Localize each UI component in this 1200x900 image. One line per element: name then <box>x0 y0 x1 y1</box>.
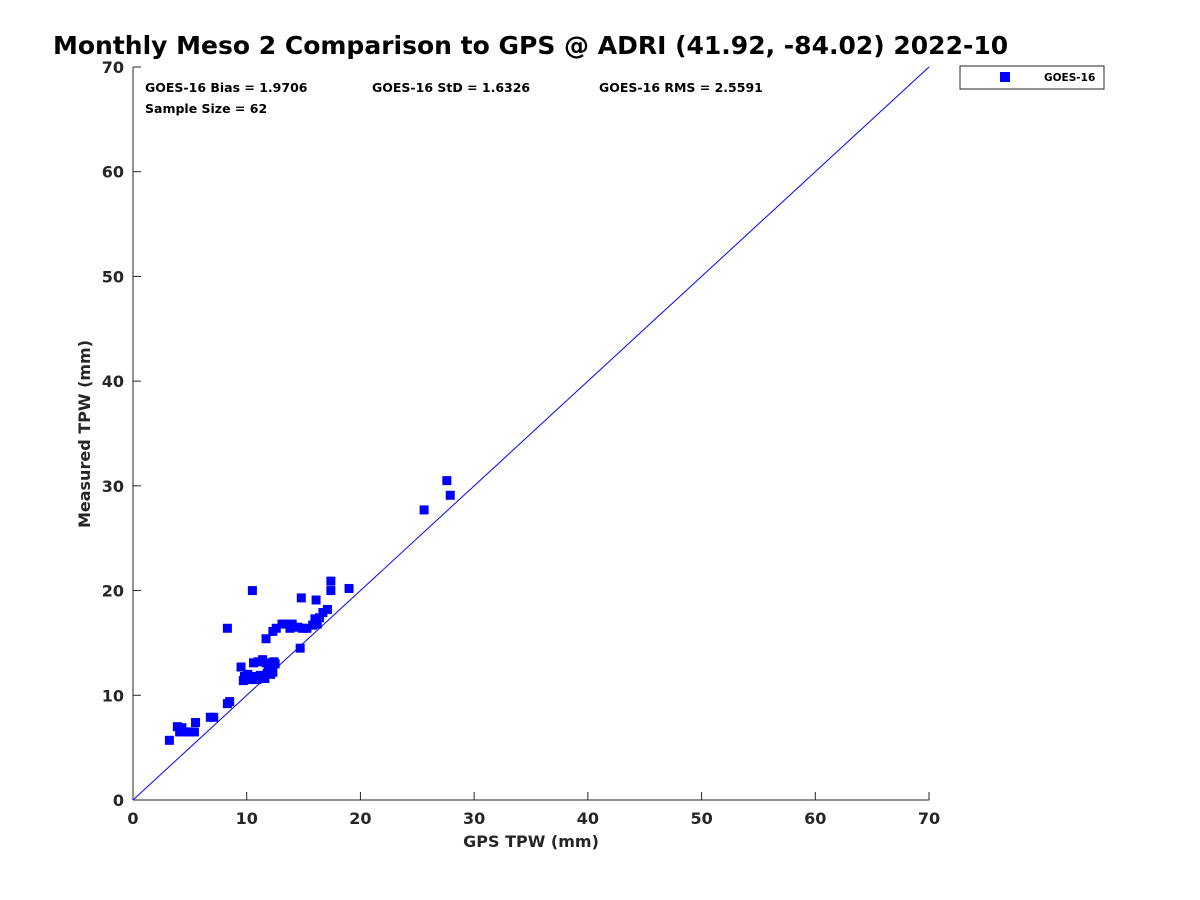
data-point <box>164 735 174 745</box>
data-point <box>293 622 303 632</box>
data-points <box>164 476 455 745</box>
data-point <box>419 505 429 515</box>
data-point <box>442 476 452 486</box>
data-point <box>308 620 318 630</box>
data-point <box>302 623 312 633</box>
data-point <box>260 674 270 684</box>
legend-marker <box>1000 72 1010 82</box>
data-point <box>287 619 297 629</box>
data-point <box>312 619 322 629</box>
data-point <box>268 667 278 677</box>
y-tick-label: 0 <box>113 791 124 810</box>
bias-stat: GOES-16 Bias = 1.9706 <box>145 80 308 95</box>
data-point <box>296 593 306 603</box>
data-point <box>225 697 235 707</box>
axes <box>132 67 929 801</box>
rms-stat: GOES-16 RMS = 2.5591 <box>599 80 763 95</box>
data-point <box>263 664 273 674</box>
legend-label: GOES-16 <box>1044 72 1095 84</box>
data-point <box>297 623 307 633</box>
data-point <box>271 623 281 633</box>
y-ticks: 0 10 20 30 40 50 60 70 <box>102 58 141 810</box>
sample-size-stat: Sample Size = 62 <box>145 101 267 116</box>
data-point <box>172 722 182 732</box>
data-point <box>344 583 354 593</box>
x-tick-label: 50 <box>690 809 712 828</box>
legend-box <box>959 65 1105 90</box>
y-tick-label: 70 <box>102 58 124 77</box>
data-point <box>222 623 232 633</box>
legend: GOES-16 <box>959 65 1105 90</box>
x-axis-label: GPS TPW (mm) <box>463 832 599 851</box>
x-tick-label: 30 <box>463 809 485 828</box>
data-point <box>261 634 271 644</box>
x-tick-label: 40 <box>577 809 599 828</box>
data-point <box>326 576 336 586</box>
data-point <box>185 727 195 737</box>
data-point <box>243 669 253 679</box>
data-point <box>311 595 321 605</box>
y-tick-label: 10 <box>102 686 124 705</box>
std-stat: GOES-16 StD = 1.6326 <box>372 80 530 95</box>
y-tick-label: 40 <box>102 372 124 391</box>
chart-title: Monthly Meso 2 Comparison to GPS @ ADRI … <box>53 31 1008 60</box>
data-point <box>253 657 263 667</box>
data-point <box>318 608 328 618</box>
data-point <box>261 658 271 668</box>
data-point <box>180 727 190 737</box>
data-point <box>247 671 257 681</box>
x-tick-label: 20 <box>349 809 371 828</box>
data-point <box>191 718 201 728</box>
data-point <box>277 619 287 629</box>
y-axis-label: Measured TPW (mm) <box>75 340 94 528</box>
data-point <box>322 604 332 614</box>
data-point <box>295 643 305 653</box>
x-tick-label: 60 <box>804 809 826 828</box>
data-point <box>314 613 324 623</box>
data-point <box>255 670 265 680</box>
data-point <box>249 658 259 668</box>
x-tick-label: 10 <box>236 809 258 828</box>
x-ticks: 0 10 20 30 40 50 60 70 <box>127 792 940 828</box>
data-point <box>270 659 280 669</box>
data-point <box>236 662 246 672</box>
y-tick-label: 20 <box>102 582 124 601</box>
data-point <box>189 727 199 737</box>
data-point <box>445 490 455 500</box>
data-point <box>209 712 219 722</box>
data-point <box>310 614 320 624</box>
data-point <box>326 586 336 596</box>
x-tick-label: 70 <box>918 809 940 828</box>
y-tick-label: 30 <box>102 477 124 496</box>
y-tick-label: 60 <box>102 163 124 182</box>
data-point <box>247 586 257 596</box>
x-tick-label: 0 <box>127 809 138 828</box>
y-tick-label: 50 <box>102 267 124 286</box>
